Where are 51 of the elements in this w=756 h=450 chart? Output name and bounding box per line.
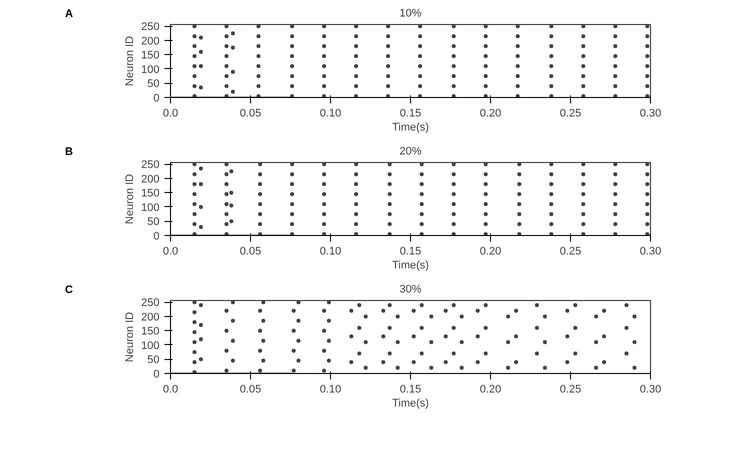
chart-title: 30% bbox=[399, 284, 422, 296]
x-tick-label: 0.0 bbox=[162, 246, 178, 258]
text: B bbox=[65, 145, 73, 160]
x-tick-label: 0.05 bbox=[240, 384, 262, 396]
y-tick-label: 0 bbox=[153, 230, 160, 242]
x-tick-label: 0.0 bbox=[162, 108, 178, 120]
y-tick-label: 200 bbox=[141, 35, 160, 48]
chart-title: 20% bbox=[399, 146, 422, 158]
x-tick-label: 0.0 bbox=[162, 384, 178, 396]
x-tick-label: 0.30 bbox=[640, 108, 662, 120]
y-tick-label: 100 bbox=[141, 64, 160, 76]
x-tick-label: 0.25 bbox=[560, 108, 582, 120]
y-tick-label: 250 bbox=[141, 159, 160, 172]
x-tick-label: 0.20 bbox=[480, 108, 502, 120]
y-tick-label: 50 bbox=[147, 78, 160, 90]
y-tick-label: 150 bbox=[141, 188, 160, 200]
x-axis-title: Time(s) bbox=[392, 122, 429, 134]
y-axis-title: Neuron ID bbox=[124, 312, 136, 362]
y-tick-label: 50 bbox=[147, 354, 160, 366]
x-tick-label: 0.10 bbox=[320, 384, 342, 396]
y-tick-label: 250 bbox=[141, 21, 160, 34]
x-tick-label: 0.05 bbox=[240, 108, 262, 120]
x-tick-label: 0.05 bbox=[240, 246, 262, 258]
x-tick-label: 0.20 bbox=[480, 384, 502, 396]
y-tick-label: 150 bbox=[141, 326, 160, 338]
y-axis-title: Neuron ID bbox=[124, 174, 136, 224]
x-tick-label: 0.30 bbox=[640, 246, 662, 258]
x-axis-title: Time(s) bbox=[392, 260, 429, 272]
chart-title: 10% bbox=[399, 8, 422, 20]
text: C bbox=[65, 283, 73, 298]
y-axis-title: Neuron ID bbox=[124, 36, 136, 86]
x-tick-label: 0.20 bbox=[480, 246, 502, 258]
x-tick-label: 0.10 bbox=[320, 108, 342, 120]
y-tick-label: 200 bbox=[141, 173, 160, 186]
x-tick-label: 0.15 bbox=[400, 384, 422, 396]
y-tick-label: 250 bbox=[141, 297, 160, 310]
y-tick-label: 150 bbox=[141, 50, 160, 62]
x-tick-label: 0.25 bbox=[560, 384, 582, 396]
text: A bbox=[65, 7, 73, 22]
x-tick-label: 0.25 bbox=[560, 246, 582, 258]
x-tick-label: 0.15 bbox=[400, 108, 422, 120]
y-tick-label: 200 bbox=[141, 311, 160, 324]
x-tick-label: 0.15 bbox=[400, 246, 422, 258]
x-tick-label: 0.30 bbox=[640, 384, 662, 396]
y-tick-label: 100 bbox=[141, 340, 160, 352]
x-tick-label: 0.10 bbox=[320, 246, 342, 258]
y-tick-label: 0 bbox=[153, 92, 160, 104]
x-axis-title: Time(s) bbox=[392, 398, 429, 410]
y-tick-label: 50 bbox=[147, 216, 160, 228]
y-tick-label: 100 bbox=[141, 202, 160, 214]
y-tick-label: 0 bbox=[153, 368, 160, 380]
